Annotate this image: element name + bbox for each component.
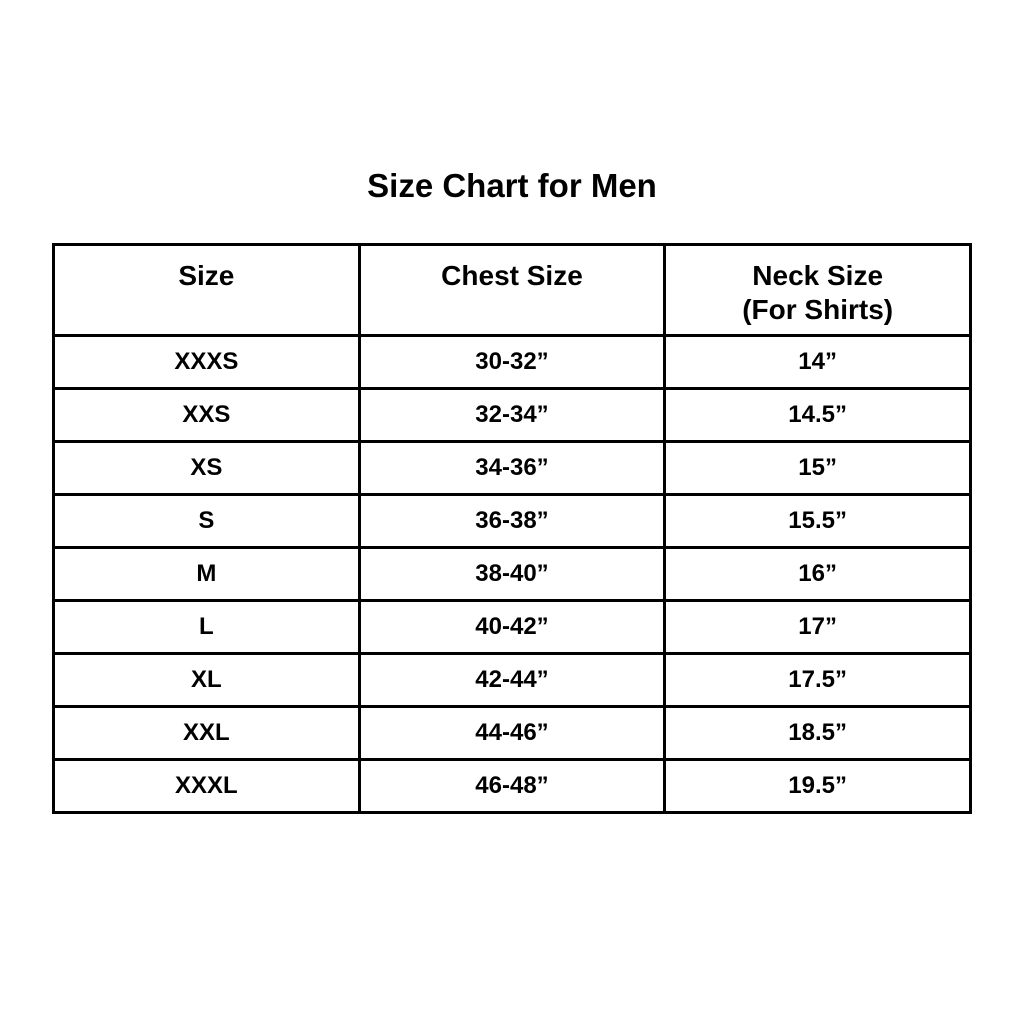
cell-chest-size: 38-40” [357, 546, 667, 602]
cell-size: XXL [52, 705, 361, 761]
col-header-size: Size [52, 243, 361, 337]
col-header-size-label: Size [178, 260, 235, 291]
cell-chest-size: 42-44” [357, 652, 667, 708]
table-body: XXXS 30-32” 14” XXS 32-34” 14.5” XS 34-3… [52, 334, 972, 814]
col-header-neck-label-line2: (For Shirts) [742, 294, 894, 325]
cell-size: XXS [52, 387, 361, 443]
col-header-chest-label: Chest Size [441, 260, 583, 291]
cell-chest-size: 34-36” [357, 440, 667, 496]
cell-size: L [52, 599, 361, 655]
cell-chest-size: 32-34” [357, 387, 667, 443]
page-title: Size Chart for Men [367, 167, 657, 204]
cell-neck-size: 15” [663, 440, 972, 496]
cell-size: M [52, 546, 361, 602]
table-row-xl: XL 42-44” 17.5” [52, 652, 972, 708]
cell-neck-size: 16” [663, 546, 972, 602]
cell-neck-size: 14.5” [663, 387, 972, 443]
cell-neck-size: 14” [663, 334, 972, 390]
table-row-m: M 38-40” 16” [52, 546, 972, 602]
cell-chest-size: 40-42” [357, 599, 667, 655]
cell-neck-size: 17” [663, 599, 972, 655]
table-row-xxxs: XXXS 30-32” 14” [52, 334, 972, 390]
table-row-l: L 40-42” 17” [52, 599, 972, 655]
header-row: Size Chest Size Neck Size (For Shirts) [52, 243, 972, 337]
table-row-xxs: XXS 32-34” 14.5” [52, 387, 972, 443]
cell-size: S [52, 493, 361, 549]
cell-size: XL [52, 652, 361, 708]
cell-size: XXXS [52, 334, 361, 390]
cell-neck-size: 18.5” [663, 705, 972, 761]
cell-chest-size: 46-48” [357, 758, 667, 814]
cell-neck-size: 17.5” [663, 652, 972, 708]
cell-chest-size: 36-38” [357, 493, 667, 549]
table-row-xxl: XXL 44-46” 18.5” [52, 705, 972, 761]
cell-size: XS [52, 440, 361, 496]
table-row-s: S 36-38” 15.5” [52, 493, 972, 549]
cell-chest-size: 30-32” [357, 334, 667, 390]
table-row-xxxl: XXXL 46-48” 19.5” [52, 758, 972, 814]
cell-neck-size: 19.5” [663, 758, 972, 814]
col-header-neck-size: Neck Size (For Shirts) [663, 243, 972, 337]
col-header-neck-label-line1: Neck Size [752, 260, 884, 291]
size-chart-table: Size Chest Size Neck Size (For Shirts) X… [52, 243, 972, 814]
table-row-xs: XS 34-36” 15” [52, 440, 972, 496]
cell-chest-size: 44-46” [357, 705, 667, 761]
cell-size: XXXL [52, 758, 361, 814]
col-header-chest-size: Chest Size [357, 243, 667, 337]
table-header: Size Chest Size Neck Size (For Shirts) [52, 243, 972, 337]
cell-neck-size: 15.5” [663, 493, 972, 549]
